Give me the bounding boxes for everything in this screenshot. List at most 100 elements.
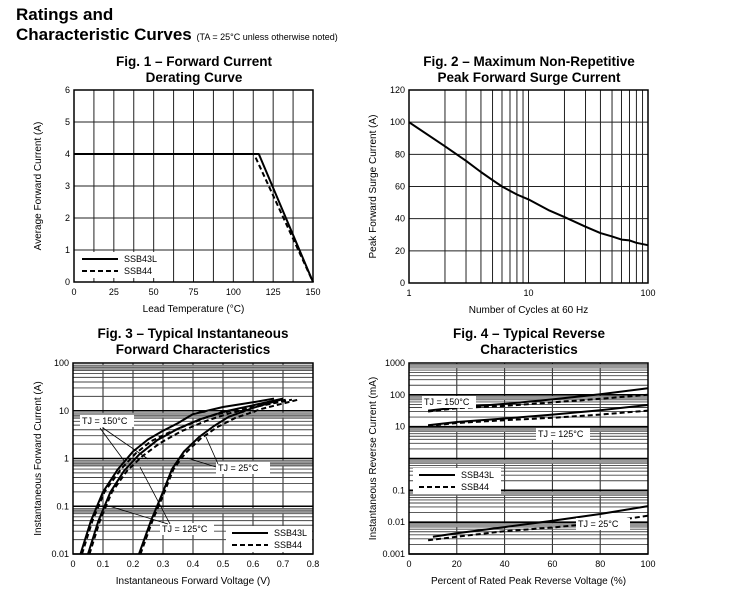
fig2-xtick-label: 1 [406,288,411,298]
fig4-ytick-label: 10 [395,422,405,432]
fig3-leader-125c [139,466,171,525]
fig2-xlabel: Number of Cycles at 60 Hz [469,305,589,316]
fig3-leader-150c [99,427,126,463]
fig2-xtick-label: 100 [640,288,655,298]
fig3-leader-150c [102,427,149,460]
fig3-leader-25c [186,457,217,468]
fig3-chart: 0 0.1 0.2 0.3 0.4 0.5 0.6 0.7 0.8 0.01 0.1 1 10 100 In… [33,358,319,587]
fig1-xlabel: Lead Temperature (°C) [143,304,245,315]
fig1-ytick-label: 6 [65,85,70,95]
fig4-annotation-150c-bg [422,396,476,408]
fig4-plot-frame [408,362,649,555]
fig3-title: Fig. 3 – Typical Instantaneous Forward C… [73,326,313,358]
fig4-ytick-label: 100 [390,390,405,400]
fig4-xtick-label: 60 [547,559,557,569]
fig4-legend-bg [413,468,501,494]
header-title-line1: Ratings and [16,5,114,24]
fig1-xtick-label: 100 [226,287,241,297]
legend-label-ssb43l: SSB43L [124,254,157,264]
fig3-xtick-label: 0.8 [307,559,320,569]
fig1-xtick-label: 150 [305,287,320,297]
fig3-title-line2: Forward Characteristics [115,342,271,357]
fig3-xtick-label: 0.2 [127,559,140,569]
fig3-series-line [79,397,275,555]
fig3-title-line1: Fig. 3 – Typical Instantaneous [97,326,289,341]
fig2-xtick-label: 10 [523,288,533,298]
fig3-legend: SSB43L SSB44 [226,526,312,552]
fig3-annotation-150c-bg [80,415,134,427]
fig3-plot-frame [72,362,314,555]
fig3-xtick-label: 0 [70,559,75,569]
fig4-annotation-125c-bg [536,428,590,440]
fig4-annotation-25c: TJ = 25°C [576,518,630,530]
fig4-ylabel: Instantaneous Reverse Current (mA) [368,377,379,540]
fig3-annotation-150c: TJ = 150°C [80,415,134,427]
fig3-xtick-label: 0.4 [187,559,200,569]
fig3-ytick-label: 1 [64,454,69,464]
fig4-xlabel: Percent of Rated Peak Reverse Voltage (%… [431,576,626,587]
fig4-series-line [432,505,649,538]
fig4-title: Fig. 4 – Typical Reverse Characteristics [409,326,649,358]
fig1-xtick-label: 25 [109,287,119,297]
fig2-ytick-label: 20 [395,246,405,256]
fig4-xtick-label: 80 [595,559,605,569]
fig4-ytick-label: 0.1 [392,485,405,495]
fig2-ylabel: Peak Forward Surge Current (A) [368,115,379,259]
legend-label-ssb43l: SSB43L [461,470,494,480]
fig4-series-line [427,514,649,542]
fig4-ytick-label: 0.001 [382,549,405,559]
fig2-plot-frame [408,89,649,284]
fig1-series-line [74,153,314,283]
fig4-ytick-label: 1000 [385,358,405,368]
legend-label-ssb43l: SSB43L [274,528,307,538]
fig2-chart: 1 10 100 0 20 40 60 80 100 120 Number of Cycles at… [368,85,656,316]
fig4-annotation-150c-text: TJ = 150°C [424,397,470,407]
header-title-line2: Characteristic Curves [16,25,192,44]
fig2-ytick-label: 80 [395,149,405,159]
fig2-ytick-label: 60 [395,182,405,192]
legend-label-ssb44: SSB44 [461,482,489,492]
fig3-ylabel: Instantaneous Forward Current (A) [33,381,44,536]
fig4-xtick-label: 20 [452,559,462,569]
fig1-ytick-label: 0 [65,277,70,287]
fig4-annotation-25c-text: TJ = 25°C [578,519,619,529]
fig2-title-line1: Fig. 2 – Maximum Non-Repetitive [423,54,635,69]
legend-label-ssb44: SSB44 [274,540,302,550]
fig4-chart: 0 20 40 60 80 100 0.001 0.01 0.1 10 100 1000 Percent… [368,358,656,587]
fig3-series-line [88,398,293,555]
fig2-series-line [408,121,649,247]
fig4-annotation-125c: TJ = 125°C [536,428,590,440]
fig3-xtick-label: 0.5 [217,559,230,569]
fig4-xtick-label: 100 [640,559,655,569]
legend-label-ssb44: SSB44 [124,266,152,276]
fig4-series-line [427,393,649,413]
fig3-xtick-label: 0.3 [157,559,170,569]
fig1-series-line [74,153,314,283]
fig3-series-line [139,398,299,555]
fig2-title: Fig. 2 – Maximum Non-Repetitive Peak For… [399,54,659,86]
fig1-ytick-label: 5 [65,117,70,127]
fig1-legend: SSB43L SSB44 [76,252,166,278]
fig3-legend-bg [226,526,312,552]
fig1-xtick-label: 75 [188,287,198,297]
fig4-annotation-150c: TJ = 150°C [422,396,476,408]
fig3-annotation-125c-text: TJ = 125°C [162,524,208,534]
fig3-xlabel: Instantaneous Forward Voltage (V) [116,576,271,587]
fig3-xtick-label: 0.1 [97,559,110,569]
fig3-series-line [87,397,284,555]
fig2-ytick-label: 0 [400,278,405,288]
fig4-title-line2: Characteristics [480,342,578,357]
fig3-ytick-label: 10 [59,406,69,416]
fig1-ytick-label: 2 [65,213,70,223]
fig2-title-line2: Peak Forward Surge Current [437,70,621,85]
fig4-title-line1: Fig. 4 – Typical Reverse [452,326,606,341]
fig1-xtick-label: 50 [149,287,159,297]
fig4-annotation-25c-bg [576,518,630,530]
fig1-ytick-label: 1 [65,245,70,255]
fig3-xtick-label: 0.7 [277,559,290,569]
fig2-ytick-label: 100 [390,117,405,127]
fig3-leader-125c [108,505,169,525]
fig3-xtick-label: 0.6 [247,559,260,569]
fig1-legend-bg [76,252,166,278]
page-header: Ratings and Characteristic Curves (TA = … [16,5,338,47]
